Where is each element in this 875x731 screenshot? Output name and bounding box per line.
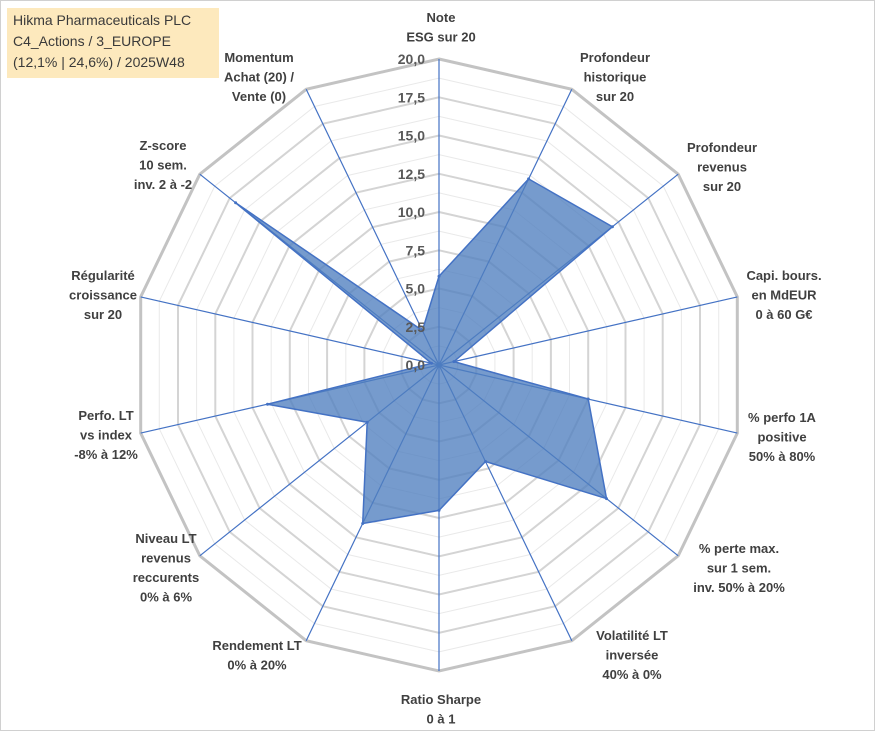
tick-label-3: 7,5	[406, 242, 426, 258]
axis-label-14-line-2: Achat (20) /	[224, 70, 294, 85]
chart-title-line-1: Hikma Pharmaceuticals PLC	[13, 12, 192, 28]
tick-label-6: 15,0	[398, 128, 425, 144]
axis-label-14-line-3: Vente (0)	[232, 89, 286, 104]
axis-label-3: Profondeur revenus sur 20	[687, 140, 757, 194]
axis-label-13-line-3: inv. 2 à -2	[134, 177, 192, 192]
data-point-12	[430, 361, 433, 365]
tick-label-1: 2,5	[406, 319, 426, 335]
data-point-10	[365, 420, 369, 424]
axis-label-1-line-2: ESG sur 20	[406, 30, 475, 45]
axis-label-12-line-2: croissance	[69, 288, 137, 303]
axis-label-10-line-3: reccurents	[133, 570, 199, 585]
axis-label-7-line-2: inversée	[606, 648, 659, 663]
axis-label-9-line-2: 0% à 20%	[227, 658, 287, 673]
axis-label-10-line-2: revenus	[141, 551, 191, 566]
axis-label-10-line-4: 0% à 6%	[140, 590, 192, 605]
axis-label-12: Régularité croissance sur 20	[69, 268, 137, 322]
axis-label-10-line-1: Niveau LT	[135, 531, 196, 546]
tick-label-0: 0,0	[406, 357, 426, 373]
series-area	[235, 177, 614, 525]
axis-label-6-line-3: inv. 50% à 20%	[693, 580, 785, 595]
axis-label-11-line-3: -8% à 12%	[74, 447, 138, 462]
tick-label-2: 5,0	[406, 281, 426, 297]
axis-label-5-line-3: 50% à 80%	[749, 449, 816, 464]
axis-label-14-line-1: Momentum	[224, 50, 293, 65]
axis-label-11-line-1: Perfo. LT	[78, 408, 133, 423]
axis-label-7-line-1: Volatilité LT	[596, 628, 668, 643]
axis-label-7: Volatilité LT inversée 40% à 0%	[596, 628, 668, 682]
axis-label-4-line-1: Capi. bours.	[746, 268, 821, 283]
axis-label-9-line-1: Rendement LT	[212, 638, 301, 653]
axis-label-7-line-3: 40% à 0%	[602, 667, 662, 682]
axis-label-6-line-1: % perte max.	[699, 541, 779, 556]
axis-label-10: Niveau LT revenus reccurents 0% à 6%	[133, 531, 199, 605]
data-point-5	[586, 397, 590, 401]
chart-title-line-2: C4_Actions / 3_EUROPE	[13, 33, 171, 49]
data-point-4	[452, 360, 456, 364]
axis-label-11: Perfo. LT vs index -8% à 12%	[74, 408, 138, 462]
axis-label-5: % perfo 1A positive 50% à 80%	[748, 410, 817, 464]
axis-label-2-line-1: Profondeur	[580, 50, 650, 65]
axis-label-12-line-3: sur 20	[84, 307, 122, 322]
data-point-9	[361, 522, 365, 525]
axis-label-4-line-3: 0 à 60 G€	[755, 307, 812, 322]
data-point-11	[266, 402, 269, 406]
data-point-8	[437, 508, 441, 512]
chart-title-line-3: (12,1% | 24,6%) / 2025W48	[13, 54, 185, 70]
axis-label-5-line-1: % perfo 1A	[748, 410, 817, 425]
axis-label-2-line-2: historique	[584, 70, 647, 85]
axis-label-13-line-2: 10 sem.	[139, 158, 187, 173]
axis-label-14: Momentum Achat (20) / Vente (0)	[224, 50, 294, 104]
axis-label-8-line-1: Ratio Sharpe	[401, 692, 481, 707]
spoke-4	[438, 296, 738, 366]
axis-label-5-line-2: positive	[757, 430, 806, 445]
axis-label-4: Capi. bours. en MdEUR 0 à 60 G€	[746, 268, 821, 322]
data-point-7	[484, 460, 487, 463]
axis-label-6-line-2: sur 1 sem.	[707, 561, 771, 576]
axis-label-6: % perte max. sur 1 sem. inv. 50% à 20%	[693, 541, 785, 595]
axis-label-8-line-2: 0 à 1	[427, 712, 456, 727]
radar-series	[234, 177, 614, 525]
tick-label-5: 12,5	[398, 166, 425, 182]
axis-label-2-line-3: sur 20	[596, 89, 634, 104]
axis-label-1-line-1: Note	[427, 10, 456, 25]
spoke-12	[140, 296, 440, 366]
axis-label-1: Note ESG sur 20	[406, 10, 475, 45]
axis-label-11-line-2: vs index	[80, 428, 133, 443]
data-point-3	[610, 225, 614, 229]
axis-label-3-line-1: Profondeur	[687, 140, 757, 155]
data-point-6	[605, 497, 608, 501]
tick-label-8: 20,0	[398, 51, 425, 67]
axis-label-4-line-2: en MdEUR	[752, 288, 818, 303]
radar-tick-labels: 0,0 2,5 5,0 7,5 10,0 12,5 15,0 17,5 20,0	[398, 51, 425, 373]
axis-label-13-line-1: Z-score	[140, 138, 187, 153]
axis-label-13: Z-score 10 sem. inv. 2 à -2	[134, 138, 192, 192]
axis-label-2: Profondeur historique sur 20	[580, 50, 650, 104]
axis-label-9: Rendement LT 0% à 20%	[212, 638, 301, 673]
chart-title-box: Hikma Pharmaceuticals PLC C4_Actions / 3…	[7, 8, 219, 78]
axis-label-3-line-2: revenus	[697, 160, 747, 175]
tick-label-7: 17,5	[398, 89, 425, 105]
data-point-13	[234, 201, 238, 205]
data-point-14	[420, 329, 424, 332]
spoke-14	[305, 89, 440, 366]
axis-label-12-line-1: Régularité	[71, 268, 135, 283]
data-point-2	[527, 177, 531, 181]
tick-label-4: 10,0	[398, 204, 425, 220]
radar-axis-labels: Note ESG sur 20 Profondeur historique sur 20…	[69, 10, 822, 727]
axis-label-3-line-3: sur 20	[703, 179, 741, 194]
axis-label-8: Ratio Sharpe 0 à 1	[401, 692, 481, 727]
data-point-1	[437, 274, 441, 278]
